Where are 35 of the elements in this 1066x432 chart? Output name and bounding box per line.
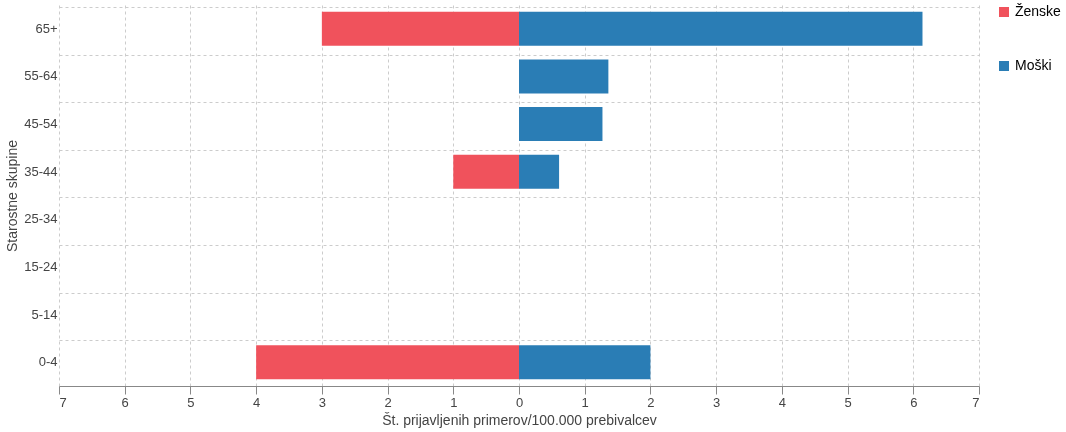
x-tick-label: 2 <box>384 394 392 410</box>
y-tick-label: 0-4 <box>38 354 58 370</box>
x-tick-label: 3 <box>713 394 721 410</box>
x-tick-label: 4 <box>778 394 786 410</box>
bar <box>321 11 519 46</box>
x-tick-label: 6 <box>910 394 918 410</box>
legend-label: Ženske <box>1015 3 1062 19</box>
bar <box>519 107 603 142</box>
x-tick-label: 6 <box>121 394 129 410</box>
x-tick-label: 1 <box>581 394 589 410</box>
x-tick-label: 4 <box>253 394 261 410</box>
y-tick-label: 65+ <box>35 20 58 36</box>
bar <box>519 59 609 94</box>
bar <box>256 345 519 380</box>
y-axis-title: Starostne skupine <box>4 139 21 253</box>
bar <box>519 11 923 46</box>
x-tick-label: 2 <box>647 394 655 410</box>
y-tick-label: 45-54 <box>24 116 58 132</box>
y-tick-label: 25-34 <box>24 211 58 227</box>
x-tick-label: 5 <box>187 394 195 410</box>
y-tick-label: 55-64 <box>24 68 58 84</box>
bar <box>453 154 519 189</box>
x-tick-label: 7 <box>972 394 980 410</box>
x-tick-label: 3 <box>318 394 326 410</box>
x-tick-label: 7 <box>59 394 67 410</box>
y-tick-label: 15-24 <box>24 258 58 274</box>
bar <box>519 154 560 189</box>
legend-label: Moški <box>1015 57 1052 73</box>
x-tick-label: 5 <box>844 394 852 410</box>
y-tick-label: 5-14 <box>31 306 58 322</box>
x-tick-label: 0 <box>515 394 524 410</box>
y-tick-label: 35-44 <box>24 163 58 179</box>
x-axis-title: Št. prijavljenih primerov/100.000 prebivalcev <box>382 411 657 428</box>
bar <box>519 345 651 380</box>
x-tick-label: 1 <box>450 394 458 410</box>
